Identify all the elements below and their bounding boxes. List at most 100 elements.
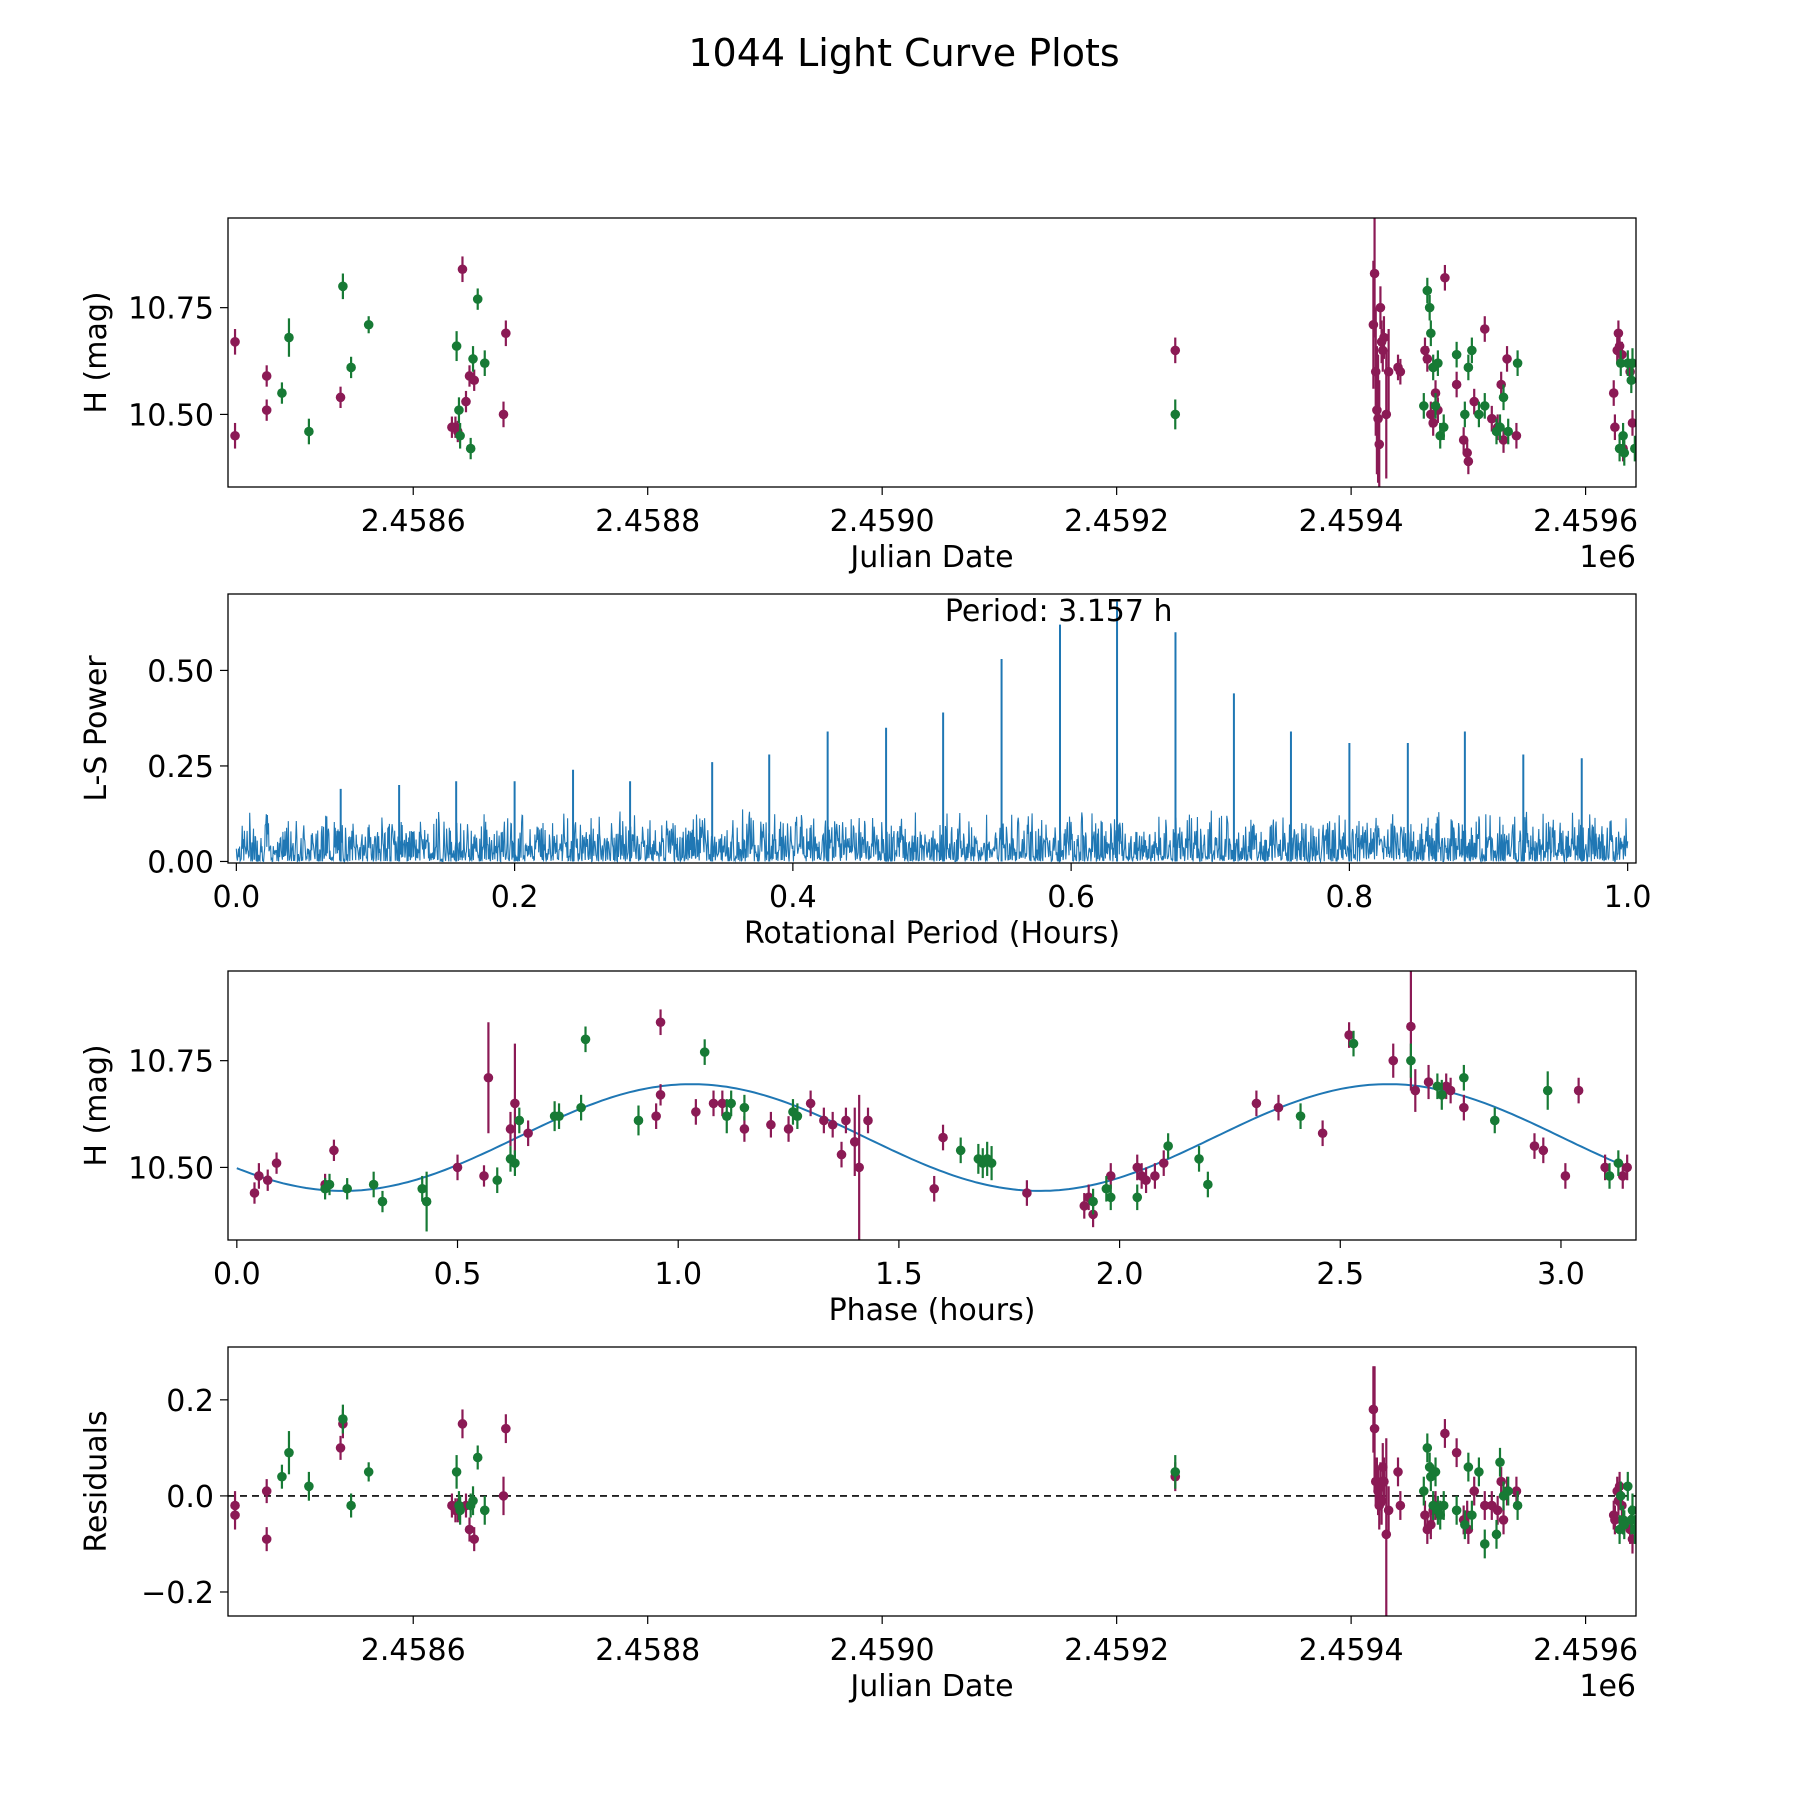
data-point xyxy=(1435,1510,1446,1520)
data-point xyxy=(324,1179,335,1190)
chart-panel-3: 0.0 0.5 1.0 1.5 2.0 2.5 3.0 10.50 10.75 Phase (ho… xyxy=(79,970,1637,1328)
data-point xyxy=(457,1419,468,1429)
data-point xyxy=(554,1111,564,1121)
data-point xyxy=(1395,1500,1406,1511)
x-tick-label: 2.4590 xyxy=(830,1633,935,1668)
data-point xyxy=(576,1102,586,1113)
data-point xyxy=(261,371,272,381)
data-point xyxy=(1529,1141,1540,1151)
figure-title: 1044 Light Curve Plots xyxy=(688,31,1119,75)
data-point xyxy=(262,1175,273,1186)
data-point xyxy=(1410,1085,1421,1096)
data-point xyxy=(304,426,314,437)
data-point xyxy=(1375,302,1386,313)
data-point xyxy=(1295,1111,1306,1121)
data-point xyxy=(1608,388,1619,398)
y-tick-label: 10.75 xyxy=(128,292,214,327)
data-point xyxy=(739,1124,750,1134)
data-point xyxy=(1460,1519,1470,1530)
data-point xyxy=(699,1047,710,1057)
data-point xyxy=(1451,1505,1462,1516)
y-tick-label: 0.50 xyxy=(147,654,214,689)
data-point xyxy=(284,332,294,343)
data-point xyxy=(1436,1090,1447,1100)
data-point xyxy=(1622,1481,1633,1492)
y-tick-label: 0.00 xyxy=(147,845,214,880)
data-point xyxy=(417,1183,428,1194)
data-point xyxy=(368,1179,379,1190)
data-point xyxy=(721,1111,732,1121)
data-point xyxy=(1511,1486,1522,1496)
data-point xyxy=(271,1158,282,1168)
data-point xyxy=(580,1034,591,1045)
x-tick-label: 2.0 xyxy=(1096,1257,1144,1292)
x-tick-label: 0.2 xyxy=(491,880,539,915)
data-point xyxy=(1600,1162,1610,1173)
data-point xyxy=(1615,1491,1626,1501)
chart-panel-1: 2.4586 2.4588 2.4590 2.4592 2.4594 2.4596 10.5… xyxy=(79,217,1638,575)
data-point xyxy=(523,1128,533,1139)
x-tick-label: 2.4596 xyxy=(1533,504,1638,539)
data-point xyxy=(1368,1404,1379,1415)
plot-area xyxy=(235,601,1629,863)
data-point xyxy=(1451,1447,1462,1458)
data-point xyxy=(1467,1510,1477,1520)
data-point xyxy=(1459,1072,1469,1083)
data-point xyxy=(510,1158,520,1168)
data-point xyxy=(1487,413,1497,424)
data-point xyxy=(510,1098,520,1109)
data-point xyxy=(505,1124,516,1134)
data-point xyxy=(1379,332,1389,343)
data-point xyxy=(1430,401,1441,411)
data-point xyxy=(1451,379,1462,390)
data-point xyxy=(501,1423,511,1434)
x-tick-label: 2.4590 xyxy=(830,504,935,539)
x-tick-label: 2.4596 xyxy=(1533,1633,1638,1668)
x-axis-label: Julian Date xyxy=(848,1669,1013,1704)
data-point xyxy=(1426,328,1436,339)
data-point xyxy=(783,1124,794,1134)
data-point xyxy=(1502,354,1512,364)
data-point xyxy=(1203,1179,1213,1190)
data-point xyxy=(1610,422,1620,433)
data-point xyxy=(849,1136,860,1147)
data-point xyxy=(1383,366,1394,377)
data-point xyxy=(338,281,348,292)
x-tick-label: 2.4592 xyxy=(1064,504,1169,539)
data-point xyxy=(929,1183,940,1194)
x-tick-label: 2.4594 xyxy=(1299,504,1404,539)
data-point xyxy=(501,328,511,339)
y-axis-label: H (mag) xyxy=(79,291,114,413)
plot-area xyxy=(230,218,1636,487)
data-point xyxy=(468,354,478,364)
y-tick-label: 10.50 xyxy=(128,1151,214,1186)
x-tick-label: 0.6 xyxy=(1047,880,1095,915)
data-point xyxy=(1101,1183,1112,1194)
data-point xyxy=(346,1500,356,1511)
x-axis-label: Phase (hours) xyxy=(829,1293,1036,1328)
data-point xyxy=(1440,1428,1450,1439)
data-point xyxy=(1422,285,1433,296)
data-point xyxy=(1022,1188,1032,1198)
data-point xyxy=(1498,392,1509,403)
data-point xyxy=(1503,1486,1514,1496)
data-point xyxy=(1422,1443,1433,1453)
x-tick-label: 2.4586 xyxy=(361,504,466,539)
data-point xyxy=(498,409,509,420)
data-point xyxy=(335,1443,346,1453)
data-point xyxy=(1170,1467,1181,1477)
data-point xyxy=(1428,418,1438,428)
data-point xyxy=(346,362,356,373)
data-point xyxy=(335,392,346,403)
y-axis-label: H (mag) xyxy=(79,1044,114,1166)
data-point xyxy=(1158,1158,1169,1168)
data-point xyxy=(230,430,240,441)
data-point xyxy=(230,337,240,347)
data-point xyxy=(1479,401,1490,411)
data-point xyxy=(726,1098,736,1109)
data-point xyxy=(1618,430,1628,441)
data-point xyxy=(1542,1085,1553,1096)
data-point xyxy=(254,1171,264,1181)
data-point xyxy=(261,1486,272,1496)
